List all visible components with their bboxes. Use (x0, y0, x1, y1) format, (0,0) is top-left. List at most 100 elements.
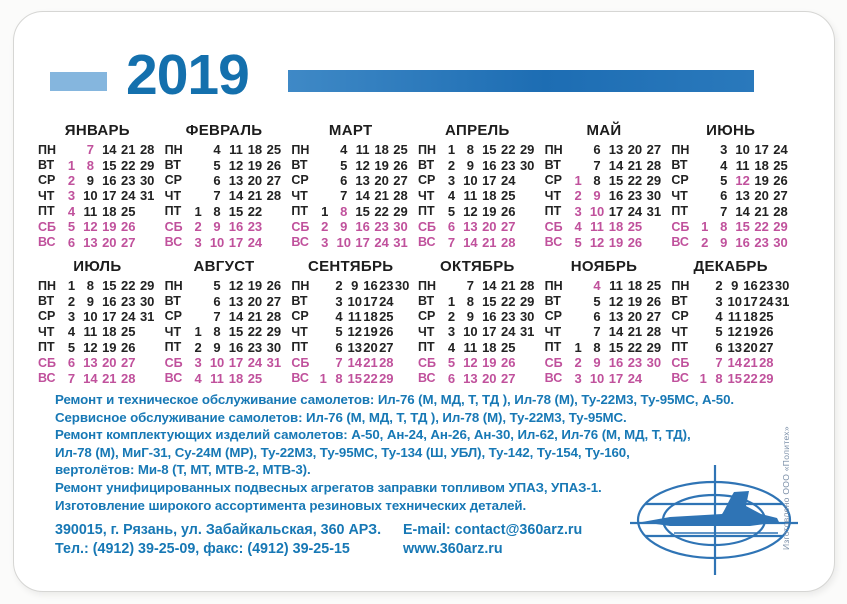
week-row: ПН 2 9 16 23 30 (671, 278, 790, 293)
week-row: ПТ 4 11 18 25 (418, 340, 537, 355)
day-cell: 18 (743, 308, 758, 324)
day-cell: 19 (754, 172, 769, 188)
week-row: ВТ 5 12 19 26 (164, 157, 284, 173)
day-cell: 15 (228, 324, 244, 340)
day-cell: 5 (593, 293, 601, 309)
month-11: НОЯБРЬ ПН 4 11 18 25 ВТ 5 12 19 26 СР 6 13 20 27 ЧТ 7 14 21… (545, 258, 664, 386)
month-6: ИЮНЬ ПН 3 10 17 24 ВТ 4 11 18 25 СР 5 12 19 26 ЧТ 6 13 20 27… (671, 122, 790, 250)
day-cell: 1 (319, 370, 327, 386)
weekday-label: ВС (38, 235, 56, 250)
day-cell: 23 (121, 172, 136, 188)
week-row: ПН 5 12 19 26 (165, 278, 284, 293)
day-cell: 12 (355, 157, 370, 173)
service-line: Ремонт комплектующих изделий самолетов: … (55, 427, 691, 443)
day-cell: 10 (83, 188, 98, 204)
day-cell: 5 (447, 355, 456, 371)
month-title: МАЙ (586, 122, 622, 139)
day-cell: 19 (247, 157, 263, 173)
day-cell: 31 (266, 355, 282, 371)
day-cell: 23 (121, 293, 136, 309)
day-cell: 5 (340, 157, 348, 173)
day-cell: 17 (754, 142, 769, 158)
week-row: СБ 2 9 16 23 30 (545, 355, 664, 370)
week-row: СР 3 10 17 24 (418, 173, 537, 188)
day-cell: 31 (774, 293, 790, 309)
day-cell: 14 (228, 188, 244, 204)
day-cell: 5 (213, 278, 221, 294)
day-cell: 22 (501, 142, 516, 158)
day-cell: 2 (67, 172, 76, 188)
day-cell: 23 (627, 355, 643, 371)
year-title: 2019 (126, 43, 250, 107)
day-cell: 9 (340, 219, 348, 235)
weekday-label: ЧТ (417, 188, 435, 203)
day-cell: 27 (646, 308, 662, 324)
day-cell: 14 (482, 278, 497, 294)
day-cell: 8 (340, 203, 348, 219)
month-title: ИЮЛЬ (73, 258, 122, 275)
day-cell: 24 (501, 172, 516, 188)
week-row: ВС 6 13 20 27 (38, 234, 157, 250)
day-cell: 15 (608, 172, 624, 188)
months-grid: ЯНВАРЬ ПН 7 14 21 28 ВТ 1 8 15 22 29 СР 2 9 16 23 30 ЧТ 3 10… (38, 122, 790, 386)
day-cell: 13 (355, 172, 370, 188)
day-cell: 4 (715, 308, 723, 324)
day-cell: 6 (447, 370, 456, 386)
week-row: ВТ 6 13 20 27 (165, 293, 284, 309)
day-cell: 24 (247, 355, 263, 371)
day-cell: 25 (627, 219, 643, 235)
weekday-label: ЧТ (164, 324, 182, 339)
day-cell: 21 (363, 355, 378, 371)
day-cell: 25 (266, 142, 282, 158)
week-row: ВТ 4 11 18 25 (671, 157, 790, 173)
day-cell: 12 (608, 293, 624, 309)
day-cell: 21 (743, 355, 758, 371)
week-row: СР 6 13 20 27 (545, 309, 664, 324)
week-row: ЧТ 7 14 21 28 (545, 324, 664, 339)
day-cell: 21 (374, 188, 389, 204)
day-cell: 4 (213, 142, 221, 158)
day-cell: 12 (463, 355, 478, 371)
day-cell: 2 (194, 339, 202, 355)
day-cell: 6 (720, 188, 728, 204)
day-cell: 23 (754, 234, 769, 250)
day-cell: 30 (393, 219, 408, 235)
contact-phone: Тел.: (4912) 39-25-09, факс: (4912) 39-2… (55, 541, 350, 557)
weekday-label: СБ (164, 355, 183, 370)
weekday-label: ВС (671, 235, 689, 250)
day-cell: 22 (363, 370, 378, 386)
day-cell: 10 (727, 293, 742, 309)
day-cell: 25 (121, 324, 136, 340)
day-cell: 14 (608, 157, 624, 173)
day-cell: 21 (247, 188, 263, 204)
weekday-label: СБ (671, 355, 690, 370)
day-cell: 7 (213, 188, 221, 204)
day-cell: 16 (608, 188, 624, 204)
day-cell: 5 (447, 203, 456, 219)
service-line: Сервисное обслуживание самолетов: Ил-76 … (55, 409, 627, 425)
month-8: АВГУСТ ПН 5 12 19 26 ВТ 6 13 20 27 СР 7 14 21 28 ЧТ 1 8 15 2… (164, 258, 284, 386)
service-line: Ил-78 (М), МиГ-31, Су-24М (МР), Ту-22М3,… (55, 444, 630, 460)
day-cell: 7 (447, 234, 456, 250)
day-cell: 1 (701, 219, 709, 235)
weekday-label: СР (671, 309, 689, 324)
weekday-label: ПТ (417, 204, 435, 219)
day-cell: 12 (589, 234, 605, 250)
day-cell: 30 (394, 278, 410, 294)
day-cell: 10 (336, 234, 351, 250)
day-cell: 5 (335, 324, 343, 340)
day-cell: 24 (374, 234, 389, 250)
day-cell: 9 (86, 293, 94, 309)
month-title: НОЯБРЬ (570, 258, 638, 275)
day-cell: 10 (463, 172, 478, 188)
day-cell: 27 (266, 293, 282, 309)
day-cell: 10 (83, 308, 98, 324)
weekday-label: ВТ (164, 158, 181, 173)
day-cell: 31 (519, 324, 535, 340)
week-row: ЧТ 4 11 18 25 (38, 324, 157, 339)
day-cell: 24 (247, 234, 263, 250)
day-cell: 11 (609, 278, 623, 294)
month-title: АВГУСТ (193, 258, 255, 275)
day-cell: 13 (608, 308, 624, 324)
week-row: ПН 4 11 18 25 (545, 278, 664, 293)
